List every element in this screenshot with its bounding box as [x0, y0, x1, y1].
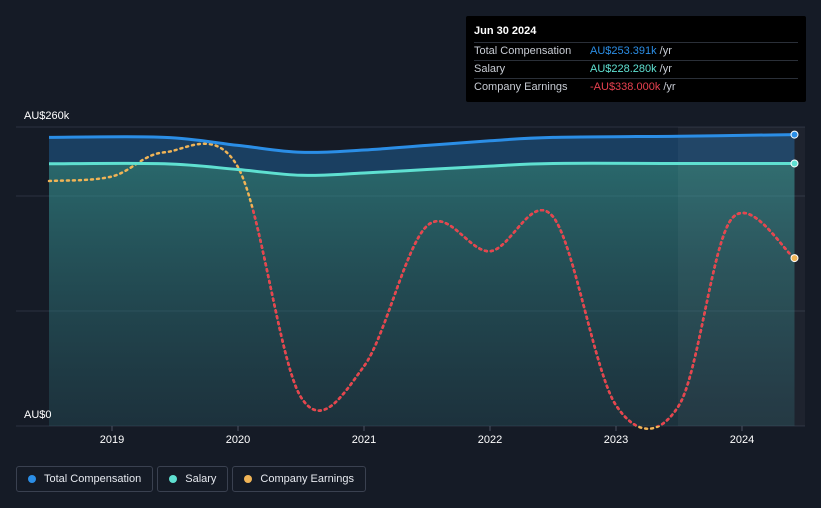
x-tick-label: 2020	[226, 434, 250, 446]
x-tick-label: 2024	[730, 434, 754, 446]
y-axis-bottom-label: AU$0	[24, 409, 52, 421]
legend-dot-icon	[244, 475, 253, 483]
total-compensation-line	[48, 133, 795, 154]
chart-legend: Total Compensation Salary Company Earnings	[16, 466, 366, 492]
x-tick-label: 2023	[604, 434, 628, 446]
total-compensation-area	[49, 134, 795, 176]
tooltip-series-name: Salary	[474, 63, 506, 75]
legend-item-company-earnings[interactable]: Company Earnings	[232, 466, 366, 492]
area-fills	[49, 134, 795, 426]
x-tick-label: 2021	[352, 434, 376, 446]
legend-dot-icon	[169, 475, 178, 483]
tooltip-series-name: Total Compensation	[474, 45, 572, 57]
legend-label: Salary	[185, 473, 217, 485]
tooltip-rows: Total Compensation AU$253.391k/yr Salary AU…	[474, 42, 798, 96]
tooltip-date: Jun 30 2024	[474, 25, 537, 37]
salary-area	[49, 163, 795, 426]
legend-label: Company Earnings	[260, 473, 354, 485]
tooltip-series-value: AU$228.280k	[590, 63, 657, 75]
legend-dot-icon	[28, 475, 36, 483]
legend-item-salary[interactable]: Salary	[157, 466, 229, 492]
x-tick-label: 2022	[478, 434, 502, 446]
tooltip-series-name: Company Earnings	[474, 81, 568, 93]
tooltip-row: Total Compensation AU$253.391k/yr	[474, 42, 798, 60]
company-earnings-line	[47, 142, 796, 430]
total-compensation-end-marker	[790, 130, 799, 139]
legend-label: Total Compensation	[44, 473, 142, 485]
salary-end-marker	[790, 159, 799, 168]
tooltip-series-unit: /yr	[663, 81, 676, 93]
series-lines	[47, 133, 796, 430]
future-shade	[678, 127, 805, 426]
y-axis-top-label: AU$260k	[24, 110, 70, 122]
tooltip-series-unit: /yr	[659, 63, 672, 75]
tooltip-series-unit: /yr	[659, 45, 672, 57]
hover-tooltip: Jun 30 2024 Total Compensation AU$253.391…	[466, 16, 806, 102]
series-end-markers	[790, 130, 799, 263]
tooltip-row: Salary AU$228.280k/yr	[474, 60, 798, 78]
salary-line	[48, 161, 795, 177]
legend-item-total-compensation[interactable]: Total Compensation	[16, 466, 154, 492]
tooltip-row: Company Earnings -AU$338.000k/yr	[474, 78, 798, 96]
tooltip-series-value: -AU$338.000k	[590, 81, 661, 93]
x-tick-label: 2019	[100, 434, 124, 446]
company-earnings-end-marker	[790, 254, 799, 263]
x-axis-ticks: 2019 2020 2021 2022 2023 2024	[100, 426, 754, 446]
tooltip-series-value: AU$253.391k	[590, 45, 657, 57]
